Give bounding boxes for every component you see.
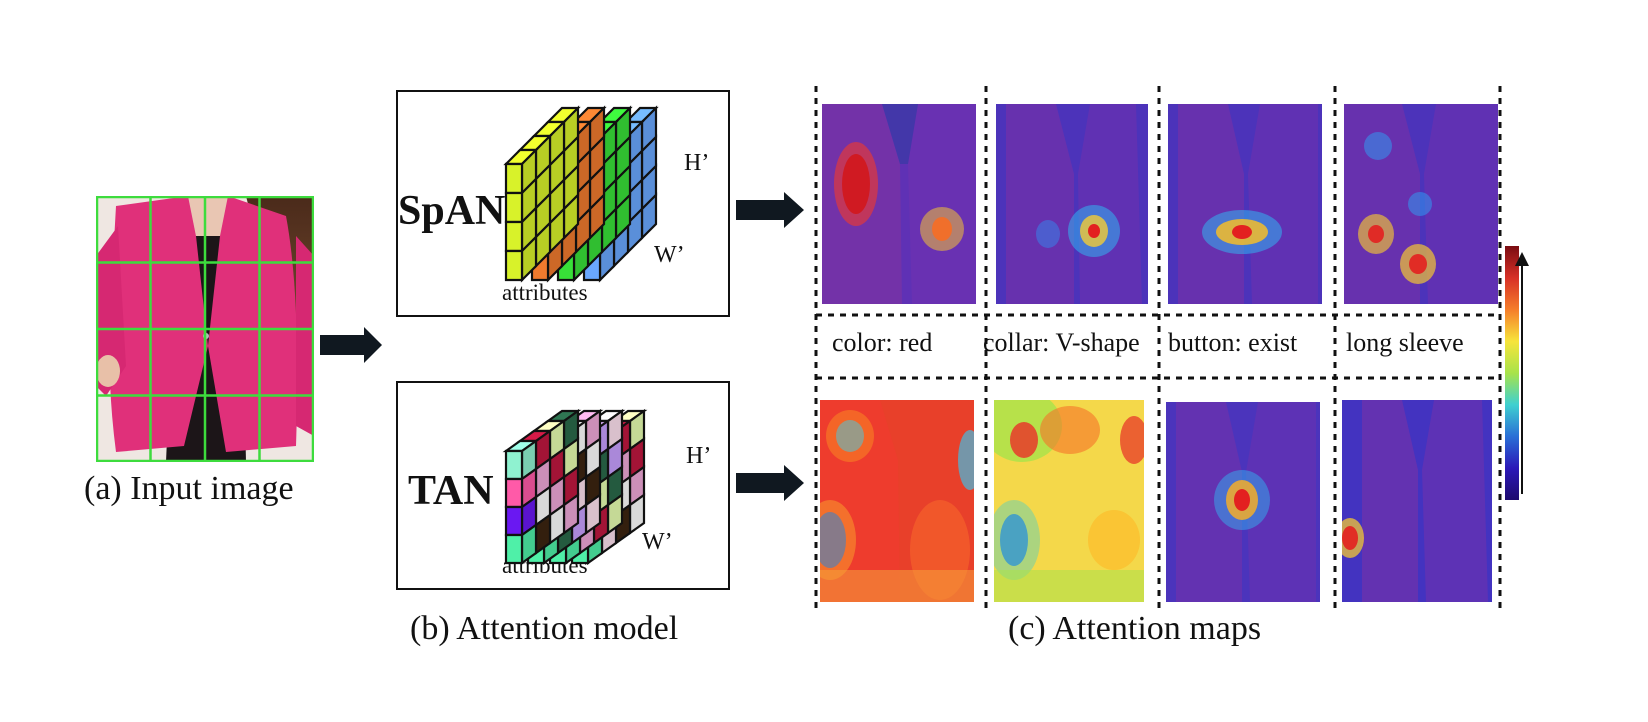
tan-map-sleeve-drawing: [1342, 400, 1492, 602]
tan-height-label: H’: [686, 443, 712, 469]
tan-map-color-drawing: [820, 400, 974, 602]
span-cell-front: [504, 249, 524, 282]
tan-map-button: [1166, 402, 1320, 602]
span-height-label: H’: [684, 150, 710, 176]
span-map-sleeve-drawing: [1344, 104, 1498, 304]
arrow-span-to-maps: [736, 192, 804, 228]
span-feature-cube: [503, 105, 659, 283]
span-map-collar-drawing: [996, 104, 1148, 304]
tan-model-name: TAN: [408, 468, 494, 514]
caption-maps: (c) Attention maps: [1008, 610, 1262, 647]
span-model-name: SpAN: [398, 188, 506, 234]
tan-cell-front: [504, 449, 524, 481]
tan-map-button-drawing: [1166, 402, 1320, 602]
tan-cell-front: [504, 533, 524, 565]
attribute-label-button: button: exist: [1168, 328, 1298, 357]
tan-map-collar: [994, 400, 1144, 602]
span-map-button: [1168, 104, 1322, 304]
colorbar-arrow: [1515, 252, 1529, 494]
map-dashed-frames: [814, 86, 1502, 614]
attribute-label-sleeve: long sleeve: [1346, 328, 1464, 357]
tan-map-collar-drawing: [994, 400, 1144, 602]
span-map-sleeve: [1344, 104, 1498, 304]
tan-cell-front: [504, 477, 524, 509]
attribute-label-collar: collar: V-shape: [983, 328, 1140, 357]
caption-model: (b) Attention model: [410, 610, 679, 647]
attention-colorbar: [1505, 246, 1519, 500]
span-cell-front: [504, 220, 524, 253]
span-map-color: [822, 104, 976, 304]
span-map-color-drawing: [822, 104, 976, 304]
tan-cell-front: [504, 505, 524, 537]
arrow-tan-to-maps: [736, 465, 804, 501]
span-cell-front: [504, 191, 524, 224]
attribute-label-color: color: red: [832, 328, 933, 357]
tan-width-label: W’: [642, 529, 673, 555]
tan-feature-cube: [502, 408, 648, 566]
tan-model-box: TAN H’ W’ attributes: [396, 381, 730, 590]
span-map-button-drawing: [1168, 104, 1322, 304]
input-image-drawing: [96, 196, 314, 462]
span-map-collar: [996, 104, 1148, 304]
tan-map-sleeve: [1342, 400, 1492, 602]
span-attributes-label: attributes: [502, 280, 588, 305]
span-model-box: SpAN H’ W’ attributes: [396, 90, 730, 317]
span-cell-front: [504, 162, 524, 195]
span-width-label: W’: [654, 242, 685, 268]
tan-map-color: [820, 400, 974, 602]
input-image: [96, 196, 314, 462]
arrow-to-models: [320, 327, 382, 363]
caption-input: (a) Input image: [84, 470, 294, 507]
